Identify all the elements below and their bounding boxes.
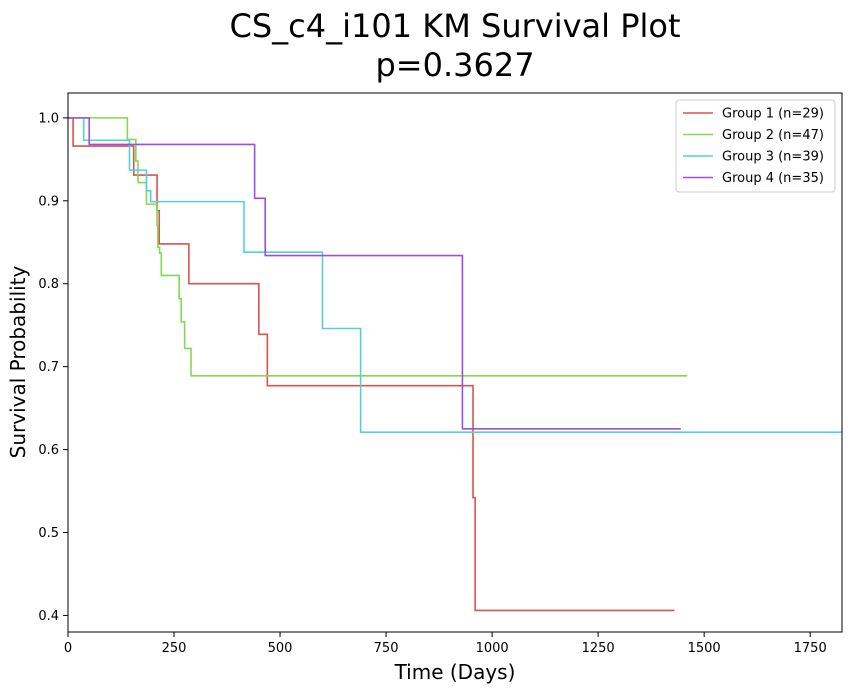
y-tick-label: 0.7 [38, 360, 59, 375]
chart-title: CS_c4_i101 KM Survival Plot [229, 7, 680, 45]
series-line-group-3 [68, 117, 842, 433]
y-tick-label: 0.5 [38, 526, 59, 541]
y-axis-label: Survival Probability [6, 265, 30, 458]
x-tick-label: 1500 [688, 641, 721, 656]
series-layer [68, 117, 842, 612]
legend-label-group-3: Group 3 (n=39) [722, 150, 824, 165]
x-axis-label: Time (Days) [394, 660, 516, 684]
x-tick-label: 0 [64, 641, 72, 656]
legend: Group 1 (n=29) Group 2 (n=47) Group 3 (n=3… [675, 99, 836, 193]
legend-label-group-4: Group 4 (n=35) [722, 171, 824, 186]
legend-label-group-1: Group 1 (n=29) [722, 107, 824, 122]
y-tick-label: 1.0 [38, 111, 59, 126]
x-tick-label: 1250 [582, 641, 615, 656]
chart-subtitle: p=0.3627 [375, 46, 534, 84]
series-line-group-1 [68, 117, 675, 612]
y-tick-label: 0.8 [38, 277, 59, 292]
y-tick-label: 0.6 [38, 443, 59, 458]
x-tick-label: 1750 [794, 641, 827, 656]
y-tick-label: 0.9 [38, 194, 59, 209]
legend-box [675, 99, 836, 193]
legend-label-group-2: Group 2 (n=47) [722, 128, 824, 143]
x-tick-label: 1000 [476, 641, 509, 656]
ticks-layer: 0 250 500 750 1000 1250 1500 1750 0.4 0.5 0.6 0.7 0.… [38, 111, 826, 656]
x-tick-label: 750 [374, 641, 399, 656]
y-tick-label: 0.4 [38, 609, 59, 624]
x-tick-label: 250 [162, 641, 187, 656]
series-line-group-4 [68, 117, 681, 430]
x-tick-label: 500 [268, 641, 293, 656]
axes-frame [67, 92, 843, 633]
series-line-group-2 [68, 117, 688, 377]
